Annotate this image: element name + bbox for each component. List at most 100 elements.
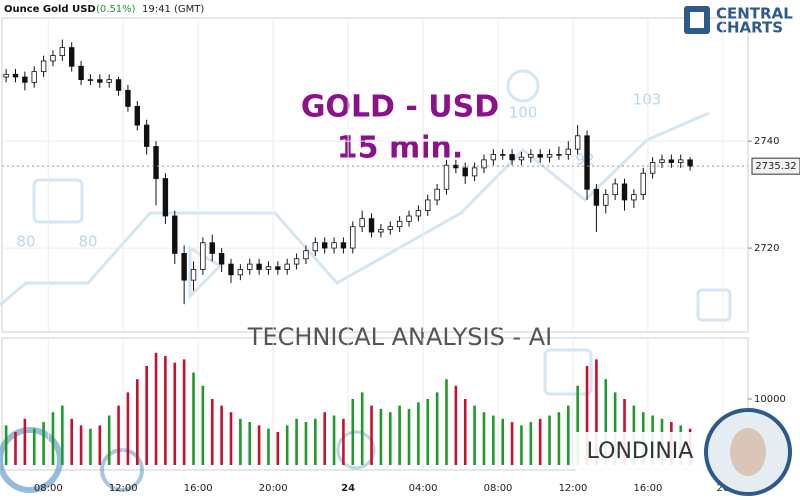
brand-name: CENTRAL xyxy=(716,5,793,23)
candle-body xyxy=(284,263,290,270)
candle-body xyxy=(40,60,47,73)
volume-bar xyxy=(79,425,83,465)
candle-body xyxy=(649,162,656,174)
candle-body xyxy=(97,79,103,83)
brand-logo xyxy=(690,12,704,28)
candle-body xyxy=(78,65,84,81)
volume-bar xyxy=(182,359,186,465)
x-tick-label: 16:00 xyxy=(634,483,663,494)
last-price-label: 2735.32 xyxy=(755,161,796,172)
volume-bar xyxy=(248,422,252,465)
volume-bar xyxy=(192,372,195,465)
volume-bar xyxy=(70,418,74,465)
candle-body xyxy=(106,79,112,83)
last-price-box xyxy=(751,157,800,175)
candle-body xyxy=(321,242,328,249)
x-tick-label: 04:00 xyxy=(409,483,438,494)
candle-body xyxy=(659,159,665,163)
volume-bar xyxy=(14,431,17,465)
londinia-face xyxy=(730,428,766,476)
volume-bar xyxy=(304,422,308,465)
volume-bar xyxy=(164,356,167,465)
volume-bar xyxy=(576,385,579,465)
volume-bar xyxy=(435,392,439,465)
volume-bar xyxy=(61,405,64,465)
candle-body xyxy=(687,159,693,167)
candle-body xyxy=(3,73,9,78)
volume-bar xyxy=(314,418,317,465)
watermark-icon xyxy=(336,430,376,470)
change-label: (0.51%) xyxy=(96,4,136,15)
volume-bar xyxy=(360,392,364,465)
londinia-box xyxy=(576,432,706,472)
candle-body xyxy=(556,154,562,156)
volume-bar xyxy=(538,418,542,465)
candle-body xyxy=(31,71,37,83)
candle-body xyxy=(640,172,646,196)
candle-body xyxy=(256,263,262,270)
candle-body xyxy=(181,253,187,281)
candle-body xyxy=(396,220,403,228)
candle-body xyxy=(87,79,94,81)
volume-bar xyxy=(510,422,514,465)
volume-bar xyxy=(529,422,533,465)
volume-bar xyxy=(520,425,523,465)
volume-bar xyxy=(42,422,45,465)
volume-bar xyxy=(89,428,92,465)
volume-bar xyxy=(566,405,570,465)
volume-bar xyxy=(276,431,280,465)
x-tick-label: 20:00 xyxy=(259,483,288,494)
volume-bar xyxy=(342,418,345,465)
candle-body xyxy=(125,89,131,107)
volume-bar xyxy=(285,425,289,465)
x-tick-label: 16:00 xyxy=(184,483,213,494)
candle-body xyxy=(546,154,553,158)
volume-bar xyxy=(351,398,355,465)
candle-body xyxy=(143,124,150,147)
candle-body xyxy=(331,242,337,249)
candle-body xyxy=(265,266,272,270)
candle-body xyxy=(153,146,159,179)
volume-bar xyxy=(623,398,626,465)
londinia-label: LONDINIA xyxy=(587,439,694,464)
candle-body xyxy=(12,73,19,78)
candle-body xyxy=(350,226,356,249)
x-tick-label: 08:00 xyxy=(484,483,513,494)
volume-bar xyxy=(145,365,148,465)
volume-bar xyxy=(295,418,298,465)
volume-bar xyxy=(98,425,102,465)
volume-bar xyxy=(463,398,467,465)
candle-body xyxy=(518,156,525,161)
volume-bar xyxy=(4,425,8,465)
watermark xyxy=(0,69,732,493)
candle-body xyxy=(471,167,478,177)
volume-bar xyxy=(501,418,505,465)
candle-body xyxy=(612,183,618,196)
watermark-icon xyxy=(506,69,540,103)
candle-body xyxy=(574,135,581,150)
candle-body xyxy=(200,242,206,270)
volume-bar xyxy=(173,362,177,465)
watermark-icon xyxy=(32,178,84,224)
candle-body xyxy=(303,250,309,260)
candle-body xyxy=(50,55,56,62)
annotation-subtitle: 15 min. xyxy=(337,131,464,166)
volume-bar xyxy=(239,418,242,465)
volume-bar xyxy=(473,405,476,465)
volume-bar xyxy=(126,392,130,465)
volume-bar xyxy=(229,412,233,465)
watermark-label: 103 xyxy=(633,91,662,109)
volume-bar xyxy=(154,352,158,465)
price-panel xyxy=(1,17,749,333)
candle-body xyxy=(565,148,571,155)
candle-body xyxy=(490,154,497,161)
candle-body xyxy=(340,242,347,249)
candle-body xyxy=(69,47,75,67)
volume-bar xyxy=(323,412,326,465)
watermark-icon xyxy=(100,448,144,492)
x-tick-label: 12:00 xyxy=(109,483,138,494)
candle-body xyxy=(443,164,450,190)
time-label: 19:41 (GMT) xyxy=(142,4,204,15)
watermark-line xyxy=(0,111,710,307)
candle-body xyxy=(312,242,319,252)
